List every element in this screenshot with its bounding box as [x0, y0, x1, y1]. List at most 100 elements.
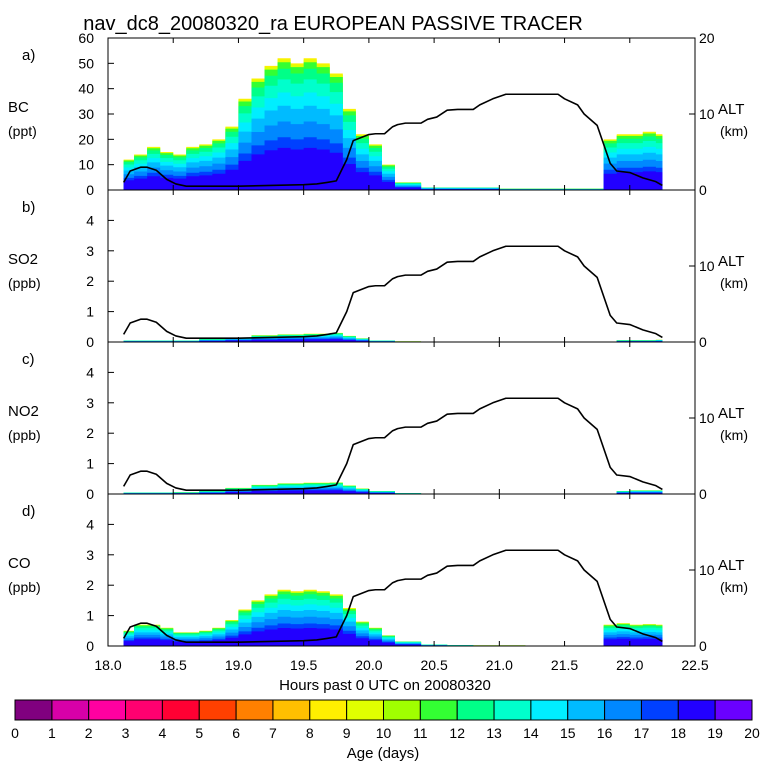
species-label: CO	[8, 555, 31, 572]
x-tick-label: 19.5	[290, 657, 317, 673]
altitude-line	[122, 549, 663, 643]
y-tick-label: 40	[78, 81, 94, 97]
y-tick-label: 4	[86, 212, 94, 228]
alt-unit: (km)	[720, 579, 748, 595]
y-tick-label: 1	[86, 304, 94, 320]
colorbar-tick-label: 2	[85, 725, 93, 741]
x-tick-label: 20.0	[355, 657, 382, 673]
x-tick-label: 18.5	[160, 657, 187, 673]
panel-letter: b)	[22, 199, 35, 216]
colorbar-tick-label: 0	[11, 725, 19, 741]
colorbar-tick-label: 20	[744, 725, 760, 741]
y-tick-label: 0	[86, 638, 94, 654]
colorbar-label: Age (days)	[347, 745, 420, 762]
panel-letter: c)	[22, 351, 35, 368]
y-tick-label: 20	[78, 131, 94, 147]
colorbar-tick-label: 15	[560, 725, 576, 741]
panel-frame	[107, 493, 696, 647]
x-tick-label: 22.5	[681, 657, 708, 673]
colorbar-swatch	[14, 699, 53, 721]
alt-tick-label: 0	[699, 486, 707, 502]
alt-tick-label: 10	[699, 106, 715, 122]
x-tick-label: 18.0	[94, 657, 121, 673]
unit-label: (ppb)	[8, 427, 41, 443]
y-tick-label: 4	[86, 516, 94, 532]
altitude-line	[122, 397, 663, 491]
y-tick-label: 1	[86, 608, 94, 624]
colorbar-swatch	[235, 699, 274, 721]
colorbar-tick-label: 6	[232, 725, 240, 741]
alt-tick-label: 0	[699, 182, 707, 198]
y-tick-label: 0	[86, 486, 94, 502]
panel-no2: 0 1 2 3 4 0 10 c) NO2 (ppb) ALT (km)	[8, 341, 748, 502]
alt-label: ALT	[718, 405, 744, 422]
colorbar-swatch	[456, 699, 495, 721]
y-tick-label: 60	[78, 30, 94, 46]
y-tick-label: 50	[78, 55, 94, 71]
y-tick-label: 1	[86, 456, 94, 472]
panel-so2: 0 1 2 3 4 0 10 b) SO2 (ppb) ALT (km)	[8, 189, 748, 350]
colorbar-tick-label: 7	[269, 725, 277, 741]
colorbar-tick-label: 11	[413, 725, 428, 741]
x-axis-label: Hours past 0 UTC on 20080320	[279, 677, 491, 694]
colorbar-tick-label: 19	[707, 725, 723, 741]
y-tick-label: 2	[86, 425, 94, 441]
unit-label: (ppb)	[8, 579, 41, 595]
y-tick-label: 4	[86, 364, 94, 380]
colorbar-swatch	[125, 699, 163, 721]
colorbar-tick-label: 9	[343, 725, 351, 741]
colorbar-swatch	[530, 699, 569, 721]
species-label: NO2	[8, 403, 39, 420]
y-tick-label: 10	[78, 157, 94, 173]
colorbar-swatch	[567, 699, 606, 721]
x-tick-label: 21.5	[551, 657, 578, 673]
x-tick-label: 21.0	[486, 657, 513, 673]
alt-tick-label: 10	[699, 258, 715, 274]
panel-co: 0 1 2 3 4 0 10 d) CO (ppb) ALT (km)	[8, 493, 748, 654]
panels-group: 010203040506001020a)BC(ppt)ALT(km)012340…	[8, 30, 748, 654]
colorbar-swatch	[604, 699, 642, 721]
age-band-19	[123, 147, 663, 190]
altitude-line	[122, 245, 663, 339]
colorbar-tick-label: 5	[195, 725, 203, 741]
y-tick-label: 30	[78, 106, 94, 122]
y-tick-label: 0	[86, 182, 94, 198]
age-band-19	[123, 339, 663, 342]
y-tick-label: 2	[86, 273, 94, 289]
panel-bc: 0 10 20 30 40 50 60 0 10 20 a) BC (ppt) ALT (km)	[8, 30, 748, 198]
colorbar-swatch	[272, 699, 311, 721]
age-band-19	[123, 490, 663, 494]
alt-unit: (km)	[720, 123, 748, 139]
colorbar-tick-label: 8	[306, 725, 314, 741]
alt-tick-label: 20	[699, 30, 715, 46]
colorbar-swatch	[383, 699, 421, 721]
colorbar-tick-label: 3	[122, 725, 130, 741]
alt-tick-label: 10	[699, 410, 715, 426]
panel-frame	[107, 341, 696, 495]
y-tick-label: 2	[86, 577, 94, 593]
alt-tick-label: 10	[699, 562, 715, 578]
colorbar-swatch	[51, 699, 90, 721]
alt-label: ALT	[718, 101, 744, 118]
panel-frame	[107, 189, 696, 343]
panel-letter: d)	[22, 503, 35, 520]
x-tick-label: 20.5	[420, 657, 447, 673]
altitude-line	[122, 93, 663, 187]
colorbar-tick-label: 10	[376, 725, 392, 741]
unit-label: (ppt)	[8, 123, 37, 139]
species-label: SO2	[8, 251, 38, 268]
colorbar-swatch	[88, 699, 127, 721]
y-tick-label: 3	[86, 243, 94, 259]
alt-tick-label: 0	[699, 334, 707, 350]
colorbar-swatch	[309, 699, 348, 721]
y-tick-label: 0	[86, 334, 94, 350]
chart-title: nav_dc8_20080320_ra EUROPEAN PASSIVE TRA…	[83, 13, 583, 35]
alt-label: ALT	[718, 253, 744, 270]
alt-unit: (km)	[720, 427, 748, 443]
alt-unit: (km)	[720, 275, 748, 291]
x-tick-labels: 18.0 18.5 19.0 19.5 20.0 20.5 21.0 21.5 22.0 22.5	[94, 657, 708, 673]
panel-letter: a)	[22, 47, 35, 64]
colorbar-tick-label: 4	[159, 725, 167, 741]
colorbar-tick-label: 12	[449, 725, 465, 741]
